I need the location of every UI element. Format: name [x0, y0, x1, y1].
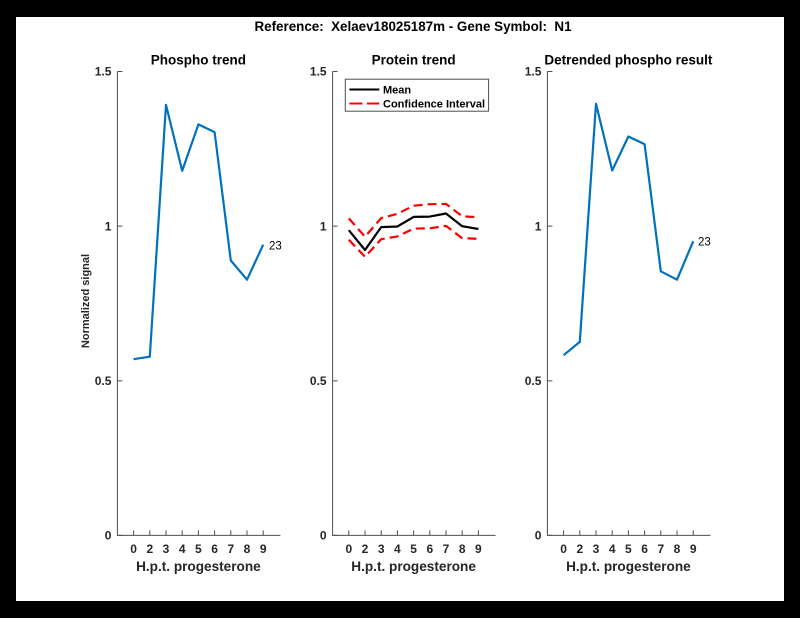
svg-text:7: 7 [227, 542, 234, 556]
svg-text:4: 4 [394, 542, 401, 556]
svg-text:0: 0 [320, 529, 327, 543]
svg-text:2: 2 [362, 542, 369, 556]
svg-text:4: 4 [609, 542, 616, 556]
svg-text:H.p.t. progesterone: H.p.t. progesterone [136, 559, 261, 574]
svg-text:Phospho trend: Phospho trend [151, 53, 246, 68]
svg-text:9: 9 [475, 542, 482, 556]
svg-text:Detrended phospho result: Detrended phospho result [544, 53, 713, 68]
svg-text:0: 0 [535, 529, 542, 543]
svg-text:8: 8 [459, 542, 466, 556]
svg-text:8: 8 [244, 542, 251, 556]
svg-text:0: 0 [130, 542, 137, 556]
svg-text:2: 2 [576, 542, 583, 556]
svg-text:0: 0 [105, 529, 112, 543]
svg-text:0: 0 [345, 542, 352, 556]
svg-text:3: 3 [163, 542, 170, 556]
svg-text:5: 5 [195, 542, 202, 556]
svg-text:H.p.t. progesterone: H.p.t. progesterone [566, 559, 691, 574]
svg-text:2: 2 [146, 542, 153, 556]
svg-text:6: 6 [641, 542, 648, 556]
svg-text:23: 23 [698, 236, 711, 248]
svg-text:6: 6 [211, 542, 218, 556]
svg-text:4: 4 [179, 542, 186, 556]
svg-text:0: 0 [560, 542, 567, 556]
svg-text:Confidence Interval: Confidence Interval [383, 98, 485, 110]
svg-text:H.p.t. progesterone: H.p.t. progesterone [351, 559, 476, 574]
svg-text:1.5: 1.5 [525, 65, 542, 79]
svg-text:Reference: Xelaev18025187m -: Reference: Xelaev18025187m - Gene Symbol… [254, 19, 572, 34]
svg-text:3: 3 [378, 542, 385, 556]
svg-text:9: 9 [260, 542, 267, 556]
svg-text:Protein trend: Protein trend [372, 53, 456, 68]
svg-text:1: 1 [535, 219, 542, 233]
svg-text:9: 9 [690, 542, 697, 556]
svg-text:0.5: 0.5 [310, 374, 327, 388]
svg-text:7: 7 [657, 542, 664, 556]
svg-text:1.5: 1.5 [310, 65, 327, 79]
svg-text:6: 6 [426, 542, 433, 556]
svg-text:Normalized signal: Normalized signal [80, 254, 92, 348]
svg-text:7: 7 [443, 542, 450, 556]
svg-text:0.5: 0.5 [95, 374, 112, 388]
svg-text:Mean: Mean [383, 84, 411, 96]
svg-text:1: 1 [320, 219, 327, 233]
svg-text:5: 5 [625, 542, 632, 556]
svg-text:1.5: 1.5 [95, 65, 112, 79]
svg-text:8: 8 [674, 542, 681, 556]
svg-text:3: 3 [593, 542, 600, 556]
svg-text:5: 5 [410, 542, 417, 556]
svg-text:23: 23 [269, 241, 282, 253]
svg-text:0.5: 0.5 [525, 374, 542, 388]
svg-text:1: 1 [105, 219, 112, 233]
